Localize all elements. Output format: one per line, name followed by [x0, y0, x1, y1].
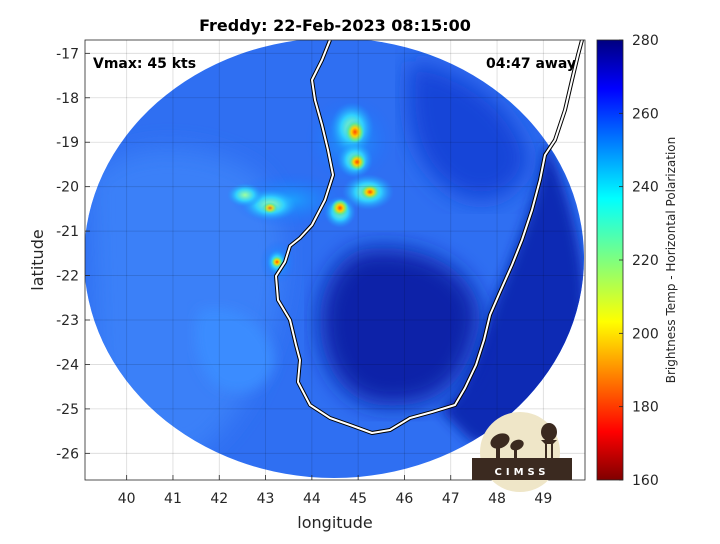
y-tick-label: -24: [56, 357, 79, 373]
y-tick-labels: -17 -18 -19 -20 -21 -22 -23 -24 -25 -26: [56, 46, 90, 462]
y-tick-label: -23: [56, 313, 79, 329]
water-tower-icon: [541, 423, 557, 458]
x-tick-label: 44: [303, 491, 321, 507]
x-tick-label: 41: [164, 491, 182, 507]
logo-text: CIMSS: [495, 467, 550, 478]
axes-frame: [84, 39, 586, 481]
x-tick-label: 40: [118, 491, 136, 507]
brightness-temperature-field: [85, 40, 584, 478]
x-tick-labels: 40 41 42 43 44 45 46 47 48 49: [118, 475, 552, 507]
satellite-dish-icon: [490, 433, 524, 458]
x-tick-label: 49: [534, 491, 552, 507]
colorbar-tick-label: 260: [632, 106, 659, 122]
colorbar-tick-label: 240: [632, 180, 659, 196]
y-tick-label: -18: [56, 91, 79, 107]
time-away-annotation: 04:47 away: [486, 56, 576, 72]
x-tick-label: 43: [257, 491, 275, 507]
x-tick-label: 42: [210, 491, 228, 507]
colorbar-tick-labels: 280 260 240 220 200 180 160: [619, 33, 659, 489]
colorbar-tick-label: 280: [632, 33, 659, 49]
cimss-logo: CIMSS: [472, 412, 572, 492]
colorbar-label: Brightness Temp - Horizontal Polarizatio…: [664, 137, 678, 384]
y-tick-label: -19: [56, 135, 79, 151]
x-tick-label: 45: [349, 491, 367, 507]
colorbar-tick-label: 160: [632, 473, 659, 489]
y-axis-label: latitude: [28, 229, 47, 290]
y-tick-label: -25: [56, 402, 79, 418]
vmax-annotation: Vmax: 45 kts: [93, 56, 196, 72]
colorbar-tick-label: 200: [632, 326, 659, 342]
x-tick-label: 48: [488, 491, 506, 507]
y-tick-label: -26: [56, 446, 79, 462]
colorbar: 280 260 240 220 200 180 160 Brightness Temp - …: [596, 33, 678, 489]
colorbar-gradient: [596, 39, 624, 481]
x-tick-label: 47: [442, 491, 460, 507]
y-tick-label: -17: [56, 46, 79, 62]
x-tick-label: 46: [396, 491, 414, 507]
y-tick-label: -22: [56, 269, 79, 285]
coastline: [274, 40, 584, 435]
colorbar-tick-label: 180: [632, 400, 659, 416]
plot-title: Freddy: 22-Feb-2023 08:15:00: [199, 16, 471, 35]
y-tick-label: -21: [56, 224, 79, 240]
grid-lines: [85, 40, 585, 480]
colorbar-tick-label: 220: [632, 253, 659, 269]
y-tick-label: -20: [56, 180, 79, 196]
x-axis-label: longitude: [297, 513, 372, 532]
